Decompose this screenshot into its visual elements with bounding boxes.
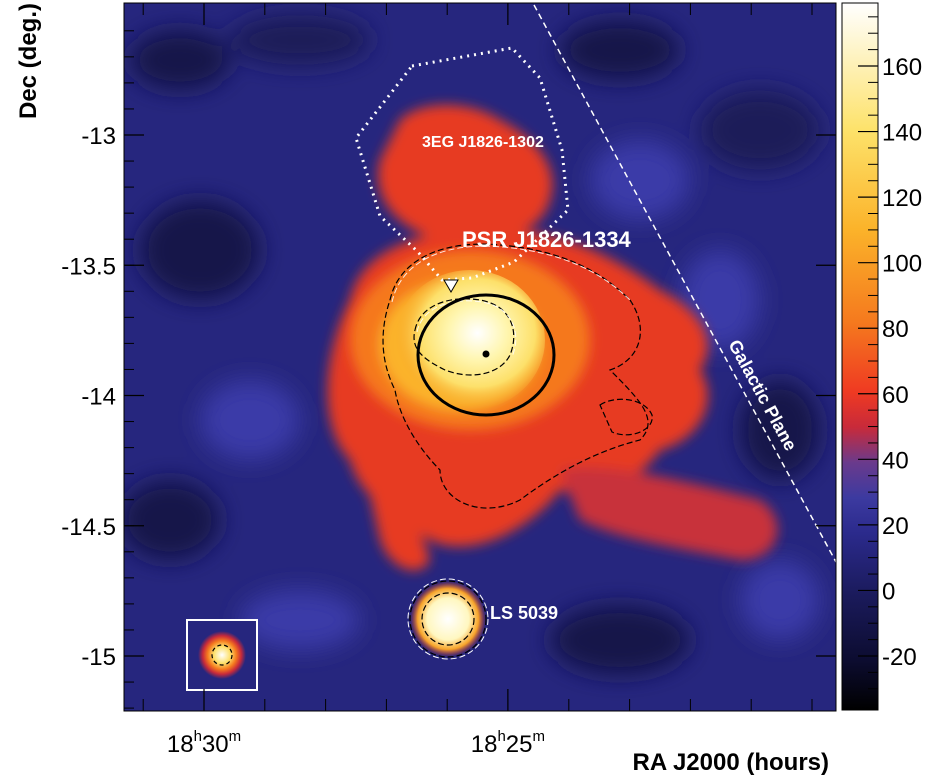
y-axis-title: Dec (deg.) bbox=[15, 3, 42, 119]
y-tick-label-0: -13 bbox=[81, 123, 116, 150]
colorbar-tick-label-4: 60 bbox=[882, 382, 909, 409]
x-axis-title: RA J2000 (hours) bbox=[633, 749, 830, 776]
psf-inset bbox=[186, 619, 258, 691]
x-tick-label-0: 18h30m bbox=[167, 728, 241, 758]
colorbar-tick-label-5: 80 bbox=[882, 316, 909, 343]
source-marker-triangle bbox=[443, 279, 459, 293]
fit-circle bbox=[416, 293, 556, 417]
galactic-plane-line bbox=[533, 4, 836, 563]
colorbar-axis: -20 0 20 40 60 80 100 120 140 160 bbox=[858, 16, 922, 690]
ls5039-label: LS 5039 bbox=[490, 603, 558, 623]
y-tick-label-4: -15 bbox=[81, 644, 116, 671]
significance-contours-white bbox=[391, 245, 633, 358]
y-tick-label-3: -14.5 bbox=[61, 514, 116, 541]
background-noise bbox=[124, 15, 820, 675]
ls5039-contour-white bbox=[407, 578, 489, 660]
heatmap-plot: PSR J1826-1334 3EG J1826-1302 LS 5039 Ga… bbox=[124, 3, 836, 711]
emission-core bbox=[395, 270, 545, 410]
colorbar-tick-label-8: 140 bbox=[882, 120, 922, 147]
y-tick-label-1: -13.5 bbox=[61, 253, 116, 280]
ls5039-contour-outer bbox=[409, 580, 487, 658]
colorbar-frame bbox=[841, 2, 879, 711]
x-axis: 18h30m 18h25m bbox=[167, 3, 545, 758]
colorbar-tick-label-6: 100 bbox=[882, 251, 922, 278]
plot-frame bbox=[123, 2, 837, 712]
colorbar-tick-label-3: 40 bbox=[882, 447, 909, 474]
colorbar bbox=[842, 3, 878, 710]
ls5039-contour-inner bbox=[421, 592, 475, 646]
significance-contours bbox=[382, 243, 653, 509]
ls5039-blob bbox=[410, 581, 486, 657]
pulsar-marker bbox=[482, 350, 490, 358]
psr-label: PSR J1826-1334 bbox=[462, 227, 632, 252]
colorbar-tick-label-7: 120 bbox=[882, 185, 922, 212]
3eg-label: 3EG J1826-1302 bbox=[422, 134, 544, 151]
colorbar-tick-label-0: -20 bbox=[882, 644, 917, 671]
colorbar-tick-label-2: 20 bbox=[882, 513, 909, 540]
colorbar-tick-label-9: 160 bbox=[882, 54, 922, 81]
x-tick-label-1: 18h25m bbox=[471, 728, 545, 758]
y-axis: -13 -13.5 -14 -14.5 -15 bbox=[61, 30, 836, 709]
colorbar-tick-label-1: 0 bbox=[882, 578, 895, 605]
y-tick-label-2: -14 bbox=[81, 384, 116, 411]
